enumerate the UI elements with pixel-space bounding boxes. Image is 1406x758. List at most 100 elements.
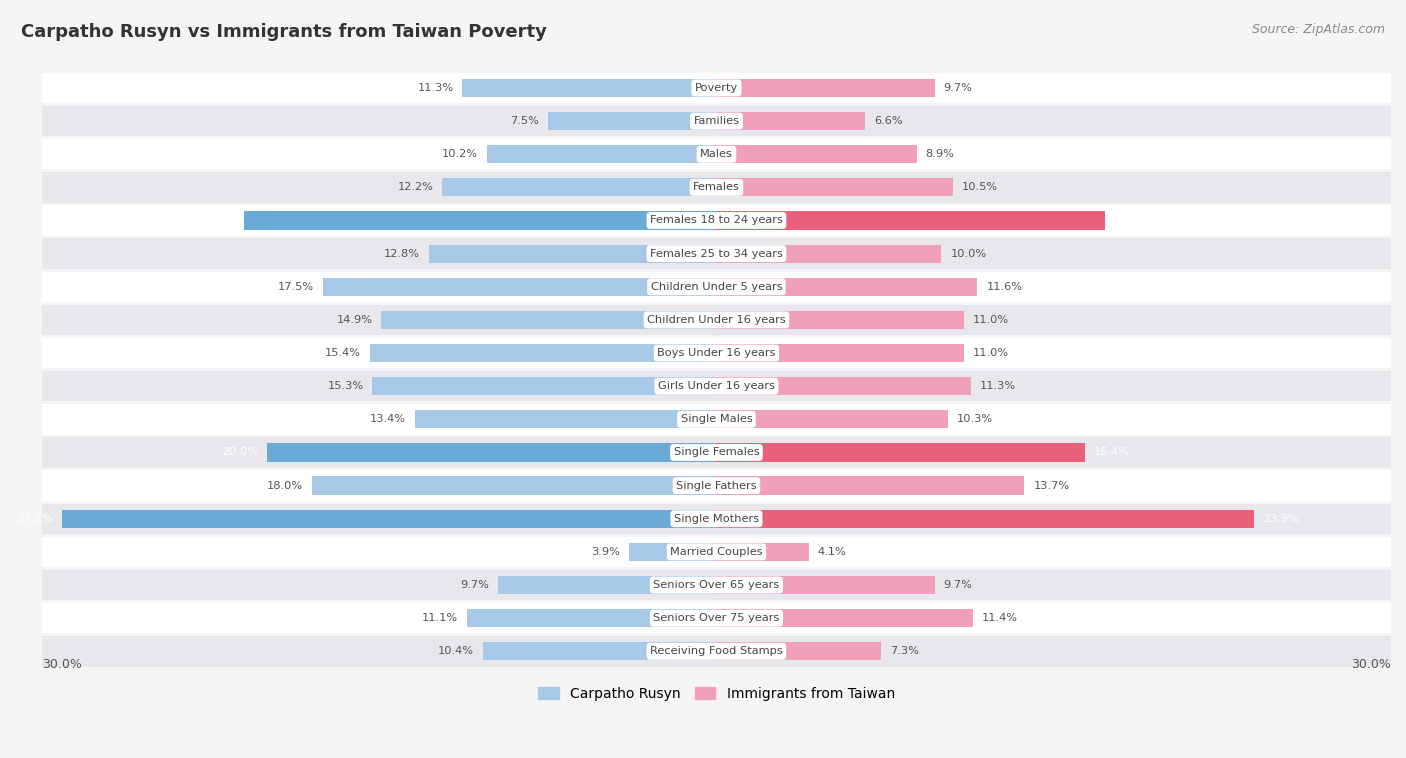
Bar [717, 609, 973, 628]
Text: 10.3%: 10.3% [957, 415, 993, 424]
Bar [62, 509, 717, 528]
Text: 9.7%: 9.7% [461, 580, 489, 590]
Bar [482, 642, 717, 660]
Text: 12.8%: 12.8% [384, 249, 419, 258]
Bar [717, 410, 948, 428]
Text: 30.0%: 30.0% [1351, 658, 1391, 671]
Bar [42, 537, 1391, 567]
Text: 10.0%: 10.0% [950, 249, 987, 258]
Bar [498, 576, 717, 594]
Bar [42, 636, 1391, 666]
Bar [717, 211, 1105, 230]
Text: Single Females: Single Females [673, 447, 759, 458]
Bar [717, 79, 935, 97]
Text: 13.4%: 13.4% [370, 415, 406, 424]
Text: 23.9%: 23.9% [1263, 514, 1299, 524]
Bar [42, 239, 1391, 269]
Text: Source: ZipAtlas.com: Source: ZipAtlas.com [1251, 23, 1385, 36]
Text: 9.7%: 9.7% [943, 580, 973, 590]
Bar [717, 509, 1254, 528]
Bar [717, 642, 880, 660]
Text: Receiving Food Stamps: Receiving Food Stamps [650, 647, 783, 656]
Bar [42, 371, 1391, 402]
Text: Single Mothers: Single Mothers [673, 514, 759, 524]
Bar [267, 443, 717, 462]
Bar [42, 271, 1391, 302]
Text: 3.9%: 3.9% [591, 547, 620, 557]
Text: Males: Males [700, 149, 733, 159]
Text: 4.1%: 4.1% [818, 547, 846, 557]
Bar [42, 205, 1391, 236]
Text: 20.0%: 20.0% [222, 447, 257, 458]
Bar [42, 603, 1391, 634]
Bar [373, 377, 717, 396]
Bar [467, 609, 717, 628]
Bar [717, 377, 970, 396]
Text: Families: Families [693, 116, 740, 126]
Bar [42, 73, 1391, 103]
Bar [717, 443, 1085, 462]
Bar [381, 311, 717, 329]
Bar [717, 543, 808, 561]
Bar [415, 410, 717, 428]
Text: 11.4%: 11.4% [981, 613, 1018, 623]
Bar [717, 277, 977, 296]
Text: 11.6%: 11.6% [986, 282, 1022, 292]
Text: 9.7%: 9.7% [943, 83, 973, 93]
Bar [323, 277, 717, 296]
Text: 11.0%: 11.0% [973, 348, 1010, 358]
Bar [486, 145, 717, 163]
Text: 15.3%: 15.3% [328, 381, 363, 391]
Text: 21.0%: 21.0% [200, 215, 235, 225]
Text: Females: Females [693, 183, 740, 193]
Text: Girls Under 16 years: Girls Under 16 years [658, 381, 775, 391]
Text: 10.2%: 10.2% [441, 149, 478, 159]
Bar [42, 338, 1391, 368]
Text: Married Couples: Married Couples [671, 547, 763, 557]
Text: Single Fathers: Single Fathers [676, 481, 756, 490]
Text: 7.5%: 7.5% [510, 116, 538, 126]
Bar [463, 79, 717, 97]
Legend: Carpatho Rusyn, Immigrants from Taiwan: Carpatho Rusyn, Immigrants from Taiwan [533, 681, 900, 706]
Bar [245, 211, 717, 230]
Bar [42, 139, 1391, 170]
Text: Children Under 5 years: Children Under 5 years [651, 282, 782, 292]
Text: Single Males: Single Males [681, 415, 752, 424]
Bar [628, 543, 717, 561]
Text: 15.4%: 15.4% [325, 348, 361, 358]
Text: Poverty: Poverty [695, 83, 738, 93]
Text: 30.0%: 30.0% [42, 658, 82, 671]
Text: 29.1%: 29.1% [17, 514, 53, 524]
Text: 8.9%: 8.9% [925, 149, 955, 159]
Text: Females 25 to 34 years: Females 25 to 34 years [650, 249, 783, 258]
Bar [717, 344, 963, 362]
Text: 6.6%: 6.6% [875, 116, 903, 126]
Text: 11.3%: 11.3% [418, 83, 453, 93]
Bar [42, 503, 1391, 534]
Bar [370, 344, 717, 362]
Text: 10.5%: 10.5% [962, 183, 998, 193]
Bar [717, 311, 963, 329]
Bar [717, 145, 917, 163]
Bar [717, 112, 865, 130]
Text: 12.2%: 12.2% [398, 183, 433, 193]
Bar [717, 477, 1025, 495]
Bar [429, 245, 717, 263]
Bar [42, 172, 1391, 202]
Text: Seniors Over 75 years: Seniors Over 75 years [654, 613, 780, 623]
Text: 11.1%: 11.1% [422, 613, 458, 623]
Bar [441, 178, 717, 196]
Text: Females 18 to 24 years: Females 18 to 24 years [650, 215, 783, 225]
Bar [548, 112, 717, 130]
Bar [42, 106, 1391, 136]
Text: 16.4%: 16.4% [1094, 447, 1130, 458]
Text: 7.3%: 7.3% [890, 647, 918, 656]
Text: Carpatho Rusyn vs Immigrants from Taiwan Poverty: Carpatho Rusyn vs Immigrants from Taiwan… [21, 23, 547, 41]
Text: 17.5%: 17.5% [278, 282, 314, 292]
Text: 14.9%: 14.9% [336, 315, 373, 325]
Text: Seniors Over 65 years: Seniors Over 65 years [654, 580, 779, 590]
Text: 18.0%: 18.0% [267, 481, 302, 490]
Bar [312, 477, 717, 495]
Text: 11.0%: 11.0% [973, 315, 1010, 325]
Bar [42, 570, 1391, 600]
